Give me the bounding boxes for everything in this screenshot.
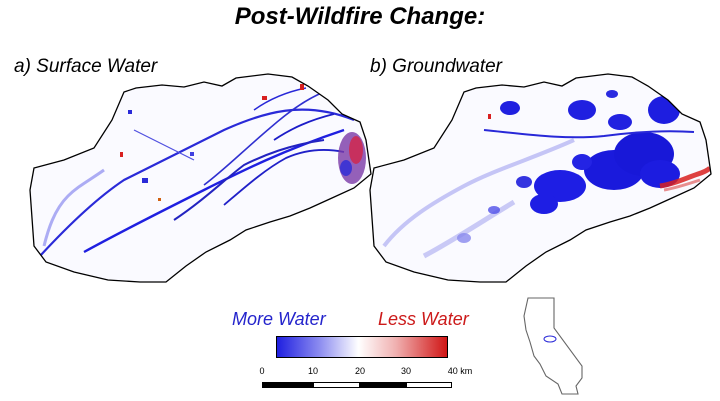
scale-tick-10: 10 bbox=[307, 366, 319, 376]
groundwater-map bbox=[369, 73, 712, 283]
scale-segment-1 bbox=[262, 382, 313, 388]
panel-a-label: a) Surface Water bbox=[14, 56, 158, 77]
scale-tick-30: 30 bbox=[400, 366, 412, 376]
scale-segment-4 bbox=[406, 382, 452, 388]
scale-bar: 0 10 20 30 40 km bbox=[250, 366, 490, 396]
california-outline-icon bbox=[523, 297, 583, 395]
scale-segment-3 bbox=[360, 382, 406, 388]
legend-less-water: Less Water bbox=[378, 309, 469, 329]
legend-more-water: More Water bbox=[232, 309, 326, 329]
study-area-marker bbox=[543, 335, 557, 343]
panel-b-label: b) Groundwater bbox=[370, 56, 503, 77]
figure-title: Post-Wildfire Change: bbox=[234, 3, 486, 30]
scale-tick-20: 20 bbox=[354, 366, 366, 376]
watershed-boundary-a bbox=[29, 73, 372, 283]
scale-segment-2 bbox=[313, 382, 360, 388]
scale-tick-40: 40 km bbox=[447, 366, 473, 376]
colorbar bbox=[276, 336, 448, 358]
groundwater-pattern bbox=[370, 74, 711, 282]
surface-water-pattern bbox=[30, 74, 371, 282]
surface-water-map bbox=[29, 73, 372, 283]
scale-tick-0: 0 bbox=[259, 366, 265, 376]
watershed-boundary-b bbox=[369, 73, 712, 283]
